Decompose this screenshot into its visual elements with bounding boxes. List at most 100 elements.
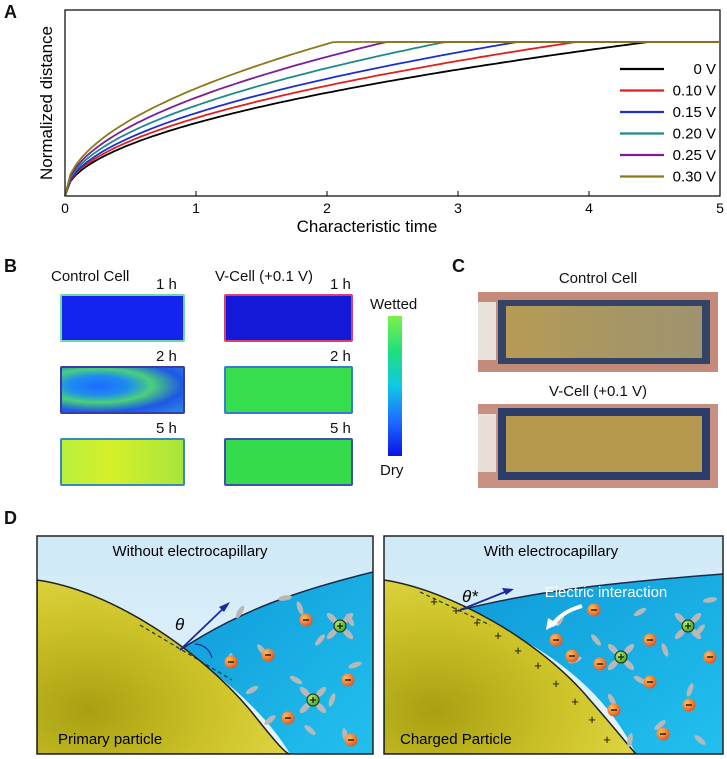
heatmap-control-2h [60, 366, 185, 414]
legend-entry: 0.20 V [673, 126, 716, 143]
legend-entry: 0 V [693, 61, 716, 78]
right-schematic [384, 536, 723, 754]
legend-entry: 0.15 V [673, 104, 716, 121]
solvent-molecule [607, 693, 617, 707]
solvent-molecule [694, 735, 706, 745]
anion-icon [261, 648, 275, 662]
heatmap-vcell-2h [224, 366, 353, 414]
left-ions [224, 595, 362, 747]
heatmap-control-5h [60, 438, 185, 486]
heatmap-vcell-5h [224, 438, 353, 486]
electric-interaction-label: Electric interaction [545, 584, 668, 601]
cation-icon [674, 612, 702, 640]
contact-angle-left: θ [175, 615, 185, 634]
colorbar-bottom-label: Dry [380, 462, 404, 479]
anion-icon [341, 673, 355, 687]
panel-label-d: D [4, 508, 17, 528]
anion-icon [224, 655, 238, 669]
photo-vcell [478, 404, 718, 488]
solvent-molecule [315, 634, 325, 646]
solvent-molecule [633, 675, 647, 685]
x-tick-label: 0 [61, 200, 69, 216]
anion-icon [703, 650, 717, 664]
colorbar-top-label: Wetted [370, 296, 418, 313]
cation-icon [299, 686, 327, 714]
time-label-1h-control: 1 h [156, 276, 177, 293]
surface-charge-plus: + [571, 694, 579, 709]
x-tick-label: 3 [454, 200, 462, 216]
solvent-molecule [264, 715, 276, 725]
x-tick-label: 4 [585, 200, 593, 216]
surface-charge-plus: + [430, 594, 438, 609]
primary-particle [37, 579, 291, 754]
solvent-molecule [686, 683, 694, 697]
solvent-molecule [654, 720, 666, 730]
anion-icon [281, 711, 295, 725]
solvent-molecule [304, 725, 316, 735]
anion-icon [607, 703, 621, 717]
surface-charge-plus: + [534, 658, 542, 673]
x-tick-label: 2 [323, 200, 331, 216]
anion-icon [643, 633, 657, 647]
x-axis-label: Characteristic time [297, 217, 438, 236]
left-schematic [37, 536, 373, 754]
legend: 0 V 0.10 V 0.15 V 0.20 V 0.25 V 0.30 V [620, 61, 716, 186]
solvent-molecule [278, 595, 292, 601]
solvent-molecule [245, 685, 259, 695]
vcell-title: V-Cell (+0.1 V) [215, 268, 313, 285]
right-title: With electrocapillary [484, 543, 619, 560]
anion-icon [299, 613, 313, 627]
time-label-2h-vcell: 2 h [330, 348, 351, 365]
plot-frame [64, 9, 721, 197]
contact-arrow-left [179, 603, 229, 651]
surface-charge-plus: + [514, 643, 522, 658]
cation-icon [607, 643, 635, 671]
time-label-1h-vcell: 1 h [330, 276, 351, 293]
surface-charge-plus: + [588, 712, 596, 727]
x-tick-label: 5 [716, 200, 724, 216]
photo-vcell-title: V-Cell (+0.1 V) [549, 383, 647, 400]
line-chart: 0 1 2 3 4 5 Characteristic time Normalized di… [37, 9, 724, 236]
panel-label-b: B [4, 256, 17, 276]
time-label-5h-vcell: 5 h [330, 420, 351, 437]
tangent-left [139, 624, 233, 681]
anion-icon [565, 649, 579, 663]
anion-icon [344, 733, 358, 747]
contact-angle-right: θ* [462, 587, 479, 606]
anion-icon [643, 675, 657, 689]
series-lines [64, 41, 720, 197]
surface-charge-plus: + [452, 603, 460, 618]
panel-label-c: C [452, 256, 465, 276]
surface-charges: + + + + + + + + + + [430, 594, 611, 747]
left-particle-label: Primary particle [58, 731, 162, 748]
time-label-2h-control: 2 h [156, 348, 177, 365]
cation-icon [326, 612, 354, 640]
solvent-molecule [235, 605, 245, 619]
electrolyte-right [460, 574, 723, 754]
anion-icon [682, 698, 696, 712]
solvent-molecule [703, 597, 717, 603]
solvent-molecule [661, 643, 669, 657]
solvent-molecule [591, 634, 601, 646]
solvent-molecule [627, 733, 633, 747]
surface-charge-plus: + [603, 732, 611, 747]
legend-entry: 0.10 V [673, 83, 716, 100]
heatmap-control-1h [60, 294, 185, 342]
time-label-5h-control: 5 h [156, 420, 177, 437]
photo-control-title: Control Cell [558, 270, 638, 287]
left-title: Without electrocapillary [112, 543, 268, 560]
series-line-5 [64, 41, 720, 197]
y-axis-label: Normalized distance [37, 26, 56, 180]
control-cell-title: Control Cell [51, 268, 130, 285]
surface-charge-plus: + [552, 676, 560, 691]
solvent-molecule [633, 607, 647, 617]
anion-icon [587, 603, 601, 617]
legend-entry: 0.25 V [673, 147, 716, 164]
contact-arrow-right [459, 589, 511, 611]
panel-label-a: A [4, 2, 17, 22]
heatmap-vcell-1h [224, 294, 353, 342]
x-tick-label: 1 [192, 200, 200, 216]
anion-icon [593, 657, 607, 671]
surface-charge-plus: + [473, 615, 481, 630]
